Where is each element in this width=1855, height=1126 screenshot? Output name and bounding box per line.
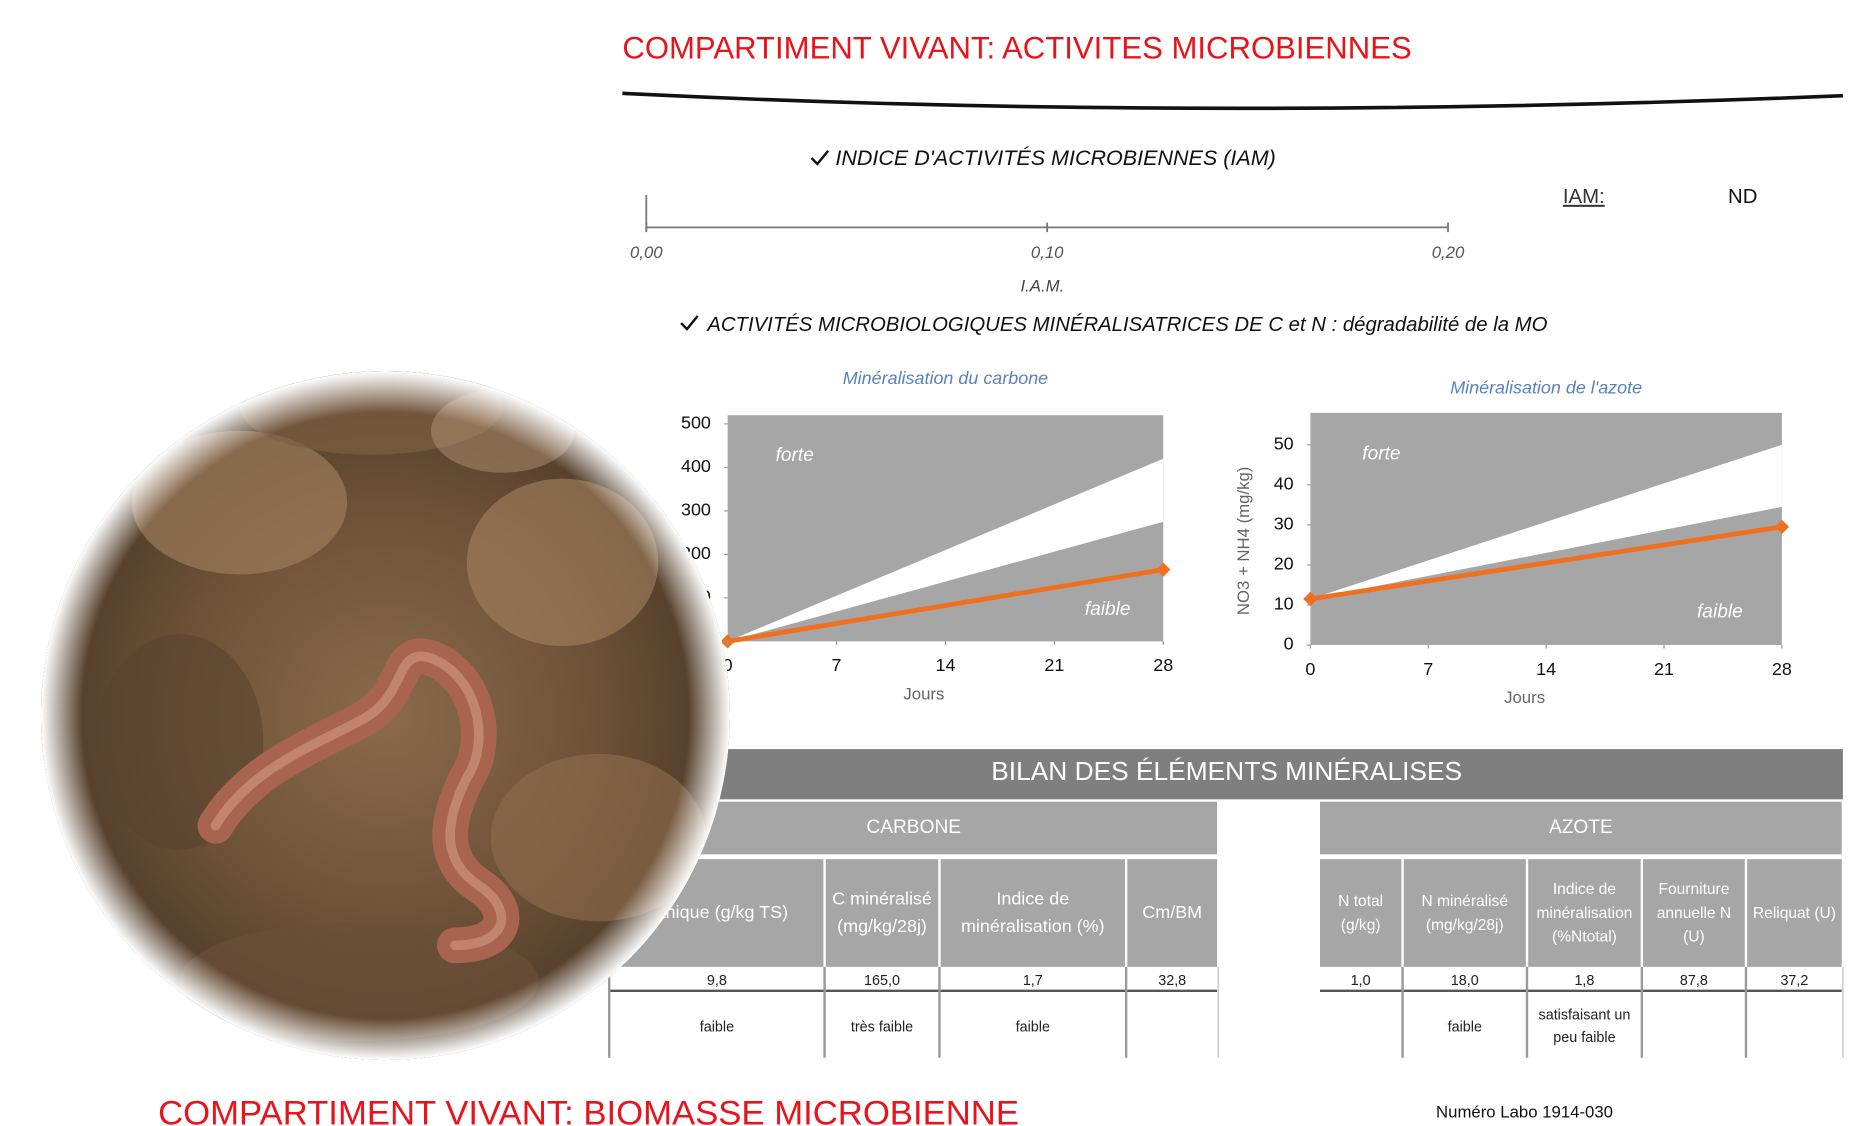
charts: Minéralisation du carbone forte faible 0 10 0… [681,368,1792,707]
line-chart: Minéralisation de l'azote forte faible 0 10 2… [1234,378,1792,708]
title-rule [622,93,1843,108]
mineralisation-heading: ACTIVITÉS MICROBIOLOGIQUES MINÉRALISATRI… [706,313,1547,336]
column-header: C minéralisé (mg/kg/28j) [826,859,938,967]
line-chart: Minéralisation du carbonefortefaible0100… [681,368,1173,704]
cell-value: 1,8 [1528,970,1640,990]
y-tick-label: 0 [1284,634,1294,654]
cell-value-box: 165,0 [826,970,938,990]
check-icon [811,151,828,164]
cell-value: 18,0 [1404,970,1526,990]
chart-title: Minéralisation de l'azote [1450,378,1642,398]
table-title: BILAN DES ÉLÉMENTS MINÉRALISES [991,756,1462,786]
iam-result-label: IAM: [1563,186,1605,208]
x-tick-label: 28 [1772,659,1792,679]
cell-value-box: 37,2 [1747,970,1842,990]
x-tick-label: 21 [1654,659,1674,679]
x-axis-label: Jours [903,685,944,704]
cell-rating: très faible [826,996,938,1058]
soil-photo [41,359,730,1060]
y-tick-label: 400 [681,456,711,476]
cell-rating-box: faible [1404,996,1526,1058]
column-header-box: Cm/BM [1127,859,1217,967]
page: { "title": "COMPARTIMENT VIVANT: ACTIVIT… [0,0,1855,1126]
column-header-box: Indice de minéralisation (%) [941,859,1125,967]
x-tick-label: 7 [1423,659,1433,679]
cell-value: 87,8 [1643,970,1745,990]
cell-value: 1,7 [941,970,1125,990]
iam-tick-label: 0,20 [1432,243,1465,262]
column-header-box: Indice de minéralisation (%Ntotal) [1528,859,1640,967]
cell-rating: satisfaisant un peu faible [1528,996,1640,1058]
y-tick-label: 10 [1274,594,1294,614]
cell-rating: faible [941,996,1125,1058]
zone-label-low: faible [1085,599,1131,620]
cell-value-box: 1,7 [941,970,1125,990]
chart-title: Minéralisation du carbone [843,368,1048,388]
cell-value-box: 1,0 [1320,970,1401,990]
cell-value: 1,0 [1320,970,1401,990]
x-tick-label: 14 [1536,659,1556,679]
y-axis-label: NO3 + NH4 (mg/kg) [1234,467,1253,615]
x-tick-label: 28 [1153,655,1173,675]
cell-value-box: 32,8 [1127,970,1217,990]
column-header: Indice de minéralisation (%Ntotal) [1528,859,1640,967]
cell-value: 32,8 [1127,970,1217,990]
footer-title: COMPARTIMENT VIVANT: BIOMASSE MICROBIENN… [158,1094,1019,1126]
cell-value-box: 1,8 [1528,970,1640,990]
column-header-box: N minéralisé (mg/kg/28j) [1404,859,1526,967]
zone-label-low: faible [1697,602,1743,623]
cell-value: 9,8 [610,970,823,990]
x-tick-label: 7 [832,655,842,675]
iam-heading: INDICE D'ACTIVITÉS MICROBIENNES (IAM) [835,145,1275,170]
column-header: N total (g/kg) [1320,859,1401,967]
cell-rating: faible [1404,996,1526,1058]
y-tick-label: 500 [681,413,711,433]
column-header-box: Fourniture annuelle N (U) [1643,859,1745,967]
y-tick-label: 40 [1274,474,1294,494]
column-header: Fourniture annuelle N (U) [1643,859,1745,967]
cell-value-box: 18,0 [1404,970,1526,990]
iam-tick-label: 0,00 [630,243,663,262]
cell-value-box: 87,8 [1643,970,1745,990]
y-tick-label: 20 [1274,554,1294,574]
x-axis-label: Jours [1504,688,1545,707]
column-header: N minéralisé (mg/kg/28j) [1404,859,1526,967]
cell-rating-box: faible [941,996,1125,1058]
y-tick-label: 30 [1274,514,1294,534]
cell-value-box: 9,8 [610,970,823,990]
y-tick-label: 300 [681,500,711,520]
page-title: COMPARTIMENT VIVANT: ACTIVITES MICROBIEN… [622,30,1411,65]
check-icon [681,316,698,329]
zone-label-high: forte [1362,444,1400,465]
column-header: Cm/BM [1127,859,1217,967]
iam-tick-label: 0,10 [1031,243,1064,262]
cell-rating: faible [610,996,823,1058]
cell-rating-box: très faible [826,996,938,1058]
group-header: AZOTE [1549,817,1613,838]
column-header: Indice de minéralisation (%) [941,859,1125,967]
column-header: Reliquat (U) [1747,859,1842,967]
iam-result: ND [1728,186,1757,208]
column-header-box: N total (g/kg) [1320,859,1401,967]
zone-label-high: forte [776,445,814,466]
y-tick-label: 50 [1274,434,1294,454]
table: BILAN DES ÉLÉMENTS MINÉRALISESCARBONEgan… [609,749,1843,1058]
x-tick-label: 0 [1305,659,1315,679]
lab-number: Numéro Labo 1914-030 [1436,1102,1613,1121]
iam-scale: 0,00 0,10 0,20 [630,195,1465,262]
x-tick-label: 14 [935,655,955,675]
group-header: CARBONE [866,817,961,838]
iam-axis-label: I.A.M. [1020,277,1064,296]
column-header-box: C minéralisé (mg/kg/28j) [826,859,938,967]
column-header-box: Reliquat (U) [1747,859,1842,967]
cell-value: 165,0 [826,970,938,990]
cell-value: 37,2 [1747,970,1842,990]
document: COMPARTIMENT VIVANT: ACTIVITES MICROBIEN… [0,0,1855,1126]
cell-rating-box: faible [610,996,823,1058]
cell-rating-box: satisfaisant un peu faible [1528,996,1640,1058]
x-tick-label: 21 [1044,655,1064,675]
